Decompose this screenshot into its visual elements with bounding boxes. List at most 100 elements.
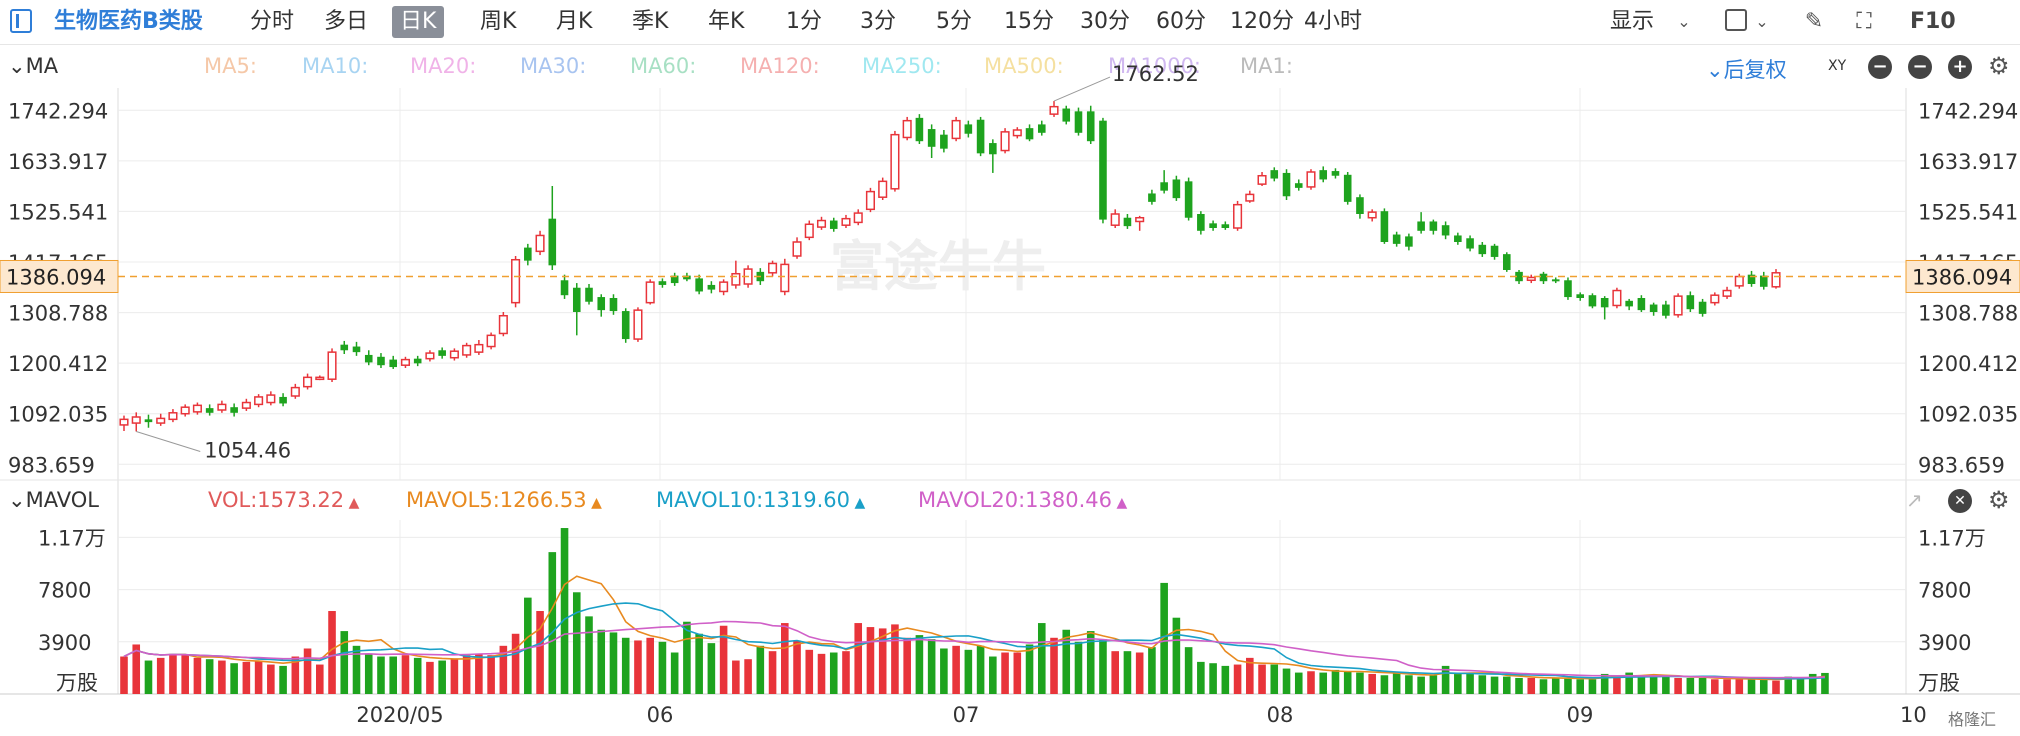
volume-bar: [732, 660, 740, 694]
f10-button[interactable]: F10: [1910, 9, 1956, 34]
candle-body: [462, 344, 472, 356]
ma1000-label: MA1000:: [1108, 54, 1202, 78]
candle-body: [915, 117, 924, 142]
candle-body: [413, 358, 422, 364]
date-tick-label: 09: [1567, 703, 1594, 727]
pen-icon[interactable]: ✎: [1804, 9, 1824, 34]
candle-body: [180, 406, 190, 415]
tab-5min[interactable]: 5分: [936, 9, 972, 34]
volume-bar: [1368, 673, 1376, 694]
volume-bar: [1747, 679, 1756, 694]
volume-bar: [707, 643, 716, 694]
volume-bar: [1576, 679, 1585, 694]
sidebar-toggle-icon[interactable]: [10, 9, 32, 33]
tab-yearly-k[interactable]: 年K: [708, 9, 745, 34]
volume-bar: [609, 632, 618, 694]
candle-body: [498, 314, 508, 335]
tab-120min[interactable]: 120分: [1230, 9, 1294, 34]
stock-name[interactable]: 生物医药B类股: [54, 9, 203, 34]
volume-bar: [585, 616, 593, 694]
date-tick-label: 07: [953, 703, 980, 727]
tab-weekly-k[interactable]: 周K: [480, 9, 517, 34]
volume-bar: [1698, 677, 1707, 694]
tab-multi-day[interactable]: 多日: [324, 9, 369, 34]
candle-body: [951, 119, 961, 140]
candle-body: [1710, 294, 1720, 304]
volume-bar: [1478, 675, 1487, 694]
xy-axis-icon[interactable]: XY: [1828, 58, 1847, 74]
candle-body: [315, 376, 325, 381]
volume-unit-right: 万股: [1918, 671, 1960, 695]
price-tick-right: 983.659: [1918, 453, 2005, 477]
candle-body: [707, 284, 716, 290]
volume-bar: [1282, 668, 1291, 694]
price-tick-right: 1417.165: [1918, 251, 2018, 275]
volume-bar: [1343, 671, 1352, 694]
tab-quarterly-k[interactable]: 季K: [632, 9, 669, 34]
candle-body: [976, 119, 985, 154]
chevron-down-icon[interactable]: ⌄: [1677, 12, 1691, 31]
candle-body: [1392, 234, 1401, 244]
collapse-icon[interactable]: −: [1868, 55, 1892, 79]
volume-bar: [1454, 673, 1462, 694]
zoom-in-icon[interactable]: +: [1948, 55, 1972, 79]
mavol-toggle[interactable]: ⌄MAVOL: [8, 488, 99, 512]
settings-icon[interactable]: ⚙: [1988, 486, 2010, 514]
last-price-value-left: 1386.094: [6, 265, 106, 289]
ma-toggle[interactable]: ⌄MA: [8, 54, 59, 78]
checkbox-icon[interactable]: [1725, 9, 1747, 31]
tab-4hour[interactable]: 4小时: [1304, 9, 1362, 34]
tab-1min[interactable]: 1分: [786, 9, 822, 34]
candle-body: [940, 134, 948, 149]
candle-body: [989, 143, 997, 155]
candle-body: [327, 351, 337, 380]
candle-body: [1012, 129, 1022, 137]
volume-bar: [548, 552, 557, 694]
candle-body: [829, 220, 838, 229]
adjust-dropdown[interactable]: ⌄后复权: [1706, 58, 1787, 82]
candle-body: [633, 309, 643, 340]
volume-bar: [719, 625, 728, 694]
tab-intraday[interactable]: 分时: [250, 9, 295, 34]
tab-daily-k[interactable]: 日K: [392, 6, 445, 38]
volume-bar: [695, 633, 703, 694]
volume-bar: [1466, 673, 1474, 694]
volume-bar: [1086, 631, 1095, 694]
tab-monthly-k[interactable]: 月K: [556, 9, 593, 34]
volume-bar: [193, 657, 202, 694]
candle-body: [1612, 289, 1622, 307]
candle-body: [1160, 182, 1168, 191]
volume-bar: [536, 611, 544, 694]
candle-body: [1074, 111, 1083, 133]
volume-indicator-bar: ⌄MAVOL VOL:1573.22 ▲ MAVOL5:1266.53 ▲ MA…: [0, 486, 2020, 516]
volume-bar: [1564, 677, 1572, 694]
close-icon[interactable]: ✕: [1948, 489, 1972, 513]
expand-icon[interactable]: ↗: [1906, 488, 1923, 512]
volume-bar: [1625, 672, 1633, 694]
tab-15min[interactable]: 15分: [1004, 9, 1054, 34]
tab-30min[interactable]: 30分: [1080, 9, 1130, 34]
display-dropdown[interactable]: 显示: [1610, 9, 1655, 34]
tab-3min[interactable]: 3分: [860, 9, 896, 34]
candle-body: [719, 281, 729, 293]
volume-bar: [1184, 647, 1193, 694]
chevron-down-icon[interactable]: ⌄: [1755, 12, 1769, 31]
candle-body: [144, 419, 153, 423]
candle-body: [1233, 203, 1243, 229]
candle-body: [192, 404, 202, 413]
settings-icon[interactable]: ⚙: [1988, 52, 2010, 80]
volume-bar: [805, 649, 814, 694]
ma250-label: MA250:: [862, 54, 942, 78]
volume-bar: [426, 661, 434, 694]
fullscreen-icon[interactable]: ⛶: [1856, 9, 1872, 34]
candle-body: [841, 217, 851, 226]
volume-bar: [744, 659, 752, 694]
tab-60min[interactable]: 60分: [1156, 9, 1206, 34]
candle-body: [1123, 217, 1132, 227]
candle-body: [902, 119, 912, 139]
volume-bar: [1711, 679, 1719, 694]
candle-body: [853, 212, 863, 224]
volume-bar: [658, 641, 667, 694]
zoom-out-icon[interactable]: −: [1908, 55, 1932, 79]
date-tick-label: 08: [1267, 703, 1294, 727]
